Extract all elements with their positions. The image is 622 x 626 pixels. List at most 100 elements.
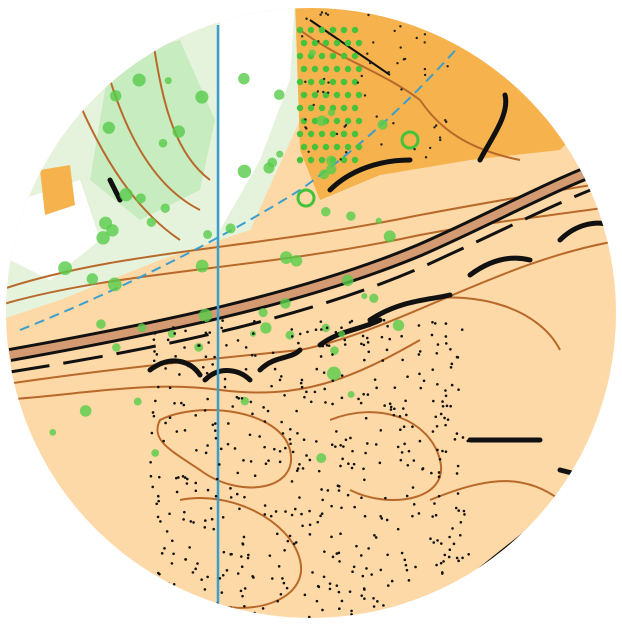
stony-ground xyxy=(240,565,244,569)
stony-ground xyxy=(439,561,443,565)
stony-ground xyxy=(241,542,244,545)
stony-ground xyxy=(439,138,442,142)
stony-ground xyxy=(215,477,219,481)
stony-ground xyxy=(367,350,371,354)
stony-ground xyxy=(324,12,328,15)
green-dot xyxy=(307,104,315,112)
stony-ground xyxy=(184,329,187,333)
stony-ground xyxy=(304,80,307,84)
stony-ground xyxy=(414,565,417,569)
stony-ground xyxy=(235,492,239,496)
stony-ground xyxy=(191,571,195,574)
stony-ground xyxy=(340,506,343,510)
stony-ground xyxy=(250,353,254,357)
stony-ground xyxy=(189,520,193,523)
green-dot xyxy=(300,65,308,73)
stony-ground xyxy=(284,446,287,450)
stony-ground xyxy=(450,362,454,366)
stony-ground xyxy=(407,21,410,24)
stony-ground xyxy=(307,150,310,153)
stony-ground xyxy=(437,494,441,498)
vegetation-spot xyxy=(132,73,146,87)
stony-ground xyxy=(304,118,307,121)
stony-ground xyxy=(249,460,253,463)
stony-ground xyxy=(401,358,404,362)
stony-ground xyxy=(206,575,209,579)
vegetation-spot xyxy=(158,138,168,148)
stony-ground xyxy=(290,335,294,338)
stony-ground xyxy=(159,520,162,523)
clearing xyxy=(10,180,100,280)
stony-ground xyxy=(293,507,297,511)
stony-ground xyxy=(159,596,162,599)
vegetation-spot xyxy=(203,230,213,239)
stony-ground xyxy=(466,439,470,443)
vegetation-spot xyxy=(377,119,388,130)
stony-ground xyxy=(268,554,272,557)
stony-ground xyxy=(433,322,437,325)
stony-ground xyxy=(203,526,207,529)
stony-ground xyxy=(263,513,267,516)
stony-ground xyxy=(168,386,172,390)
stony-ground xyxy=(213,429,217,432)
stony-ground xyxy=(150,431,154,435)
stony-ground xyxy=(182,403,186,407)
stony-ground xyxy=(227,422,230,425)
stony-ground xyxy=(393,386,397,389)
stony-ground xyxy=(331,353,334,356)
stony-ground xyxy=(288,534,292,538)
stony-ground xyxy=(305,17,308,20)
stony-ground xyxy=(315,599,319,603)
stony-ground xyxy=(313,390,317,394)
stony-ground xyxy=(434,415,438,419)
stony-ground xyxy=(412,503,416,506)
vegetation-spot xyxy=(79,405,92,417)
vegetation-spot xyxy=(326,155,337,166)
stony-ground xyxy=(352,462,356,466)
stony-ground xyxy=(392,122,395,125)
stony-ground xyxy=(243,604,246,608)
stony-ground xyxy=(352,565,356,569)
stony-ground xyxy=(423,73,427,77)
stony-ground xyxy=(238,507,241,511)
stony-ground xyxy=(444,322,448,325)
stony-ground xyxy=(445,120,448,124)
stony-ground xyxy=(364,451,367,455)
stony-ground xyxy=(452,542,456,546)
green-dot xyxy=(340,26,348,34)
stony-ground xyxy=(248,433,252,437)
stony-ground xyxy=(215,610,219,614)
stony-ground xyxy=(396,61,399,65)
stony-ground xyxy=(348,590,352,593)
stony-ground xyxy=(303,593,307,597)
stony-ground xyxy=(308,533,312,536)
stony-ground xyxy=(454,506,458,510)
vegetation-spot xyxy=(172,125,185,138)
stony-ground xyxy=(243,587,247,590)
stony-ground xyxy=(350,319,354,323)
stony-ground xyxy=(195,448,198,452)
stony-ground xyxy=(339,464,342,468)
green-dot xyxy=(311,39,319,47)
stony-ground xyxy=(170,539,174,543)
stony-ground xyxy=(301,467,305,470)
green-dot xyxy=(340,104,348,112)
vegetation-spot xyxy=(164,77,172,85)
stony-ground xyxy=(435,351,439,355)
vegetation-spot xyxy=(326,366,341,381)
stony-ground xyxy=(379,568,383,572)
stony-ground xyxy=(276,599,279,603)
stony-ground xyxy=(411,602,414,605)
stony-ground xyxy=(347,462,350,465)
stony-ground xyxy=(372,605,376,608)
vegetation-spot xyxy=(102,121,115,134)
green-dot xyxy=(322,143,330,151)
vegetation-spot xyxy=(308,49,316,57)
stony-ground xyxy=(362,392,365,396)
stony-ground xyxy=(184,558,187,561)
green-dot xyxy=(311,143,319,151)
green-dot xyxy=(329,52,337,60)
stony-ground xyxy=(267,459,270,462)
vegetation-spot xyxy=(276,150,284,158)
